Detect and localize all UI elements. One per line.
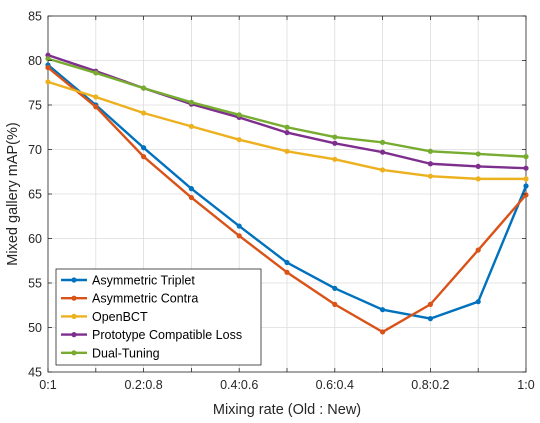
legend: Asymmetric Triplet Asymmetric Contra OpenB… [55,268,262,366]
legend-marker [71,332,77,338]
x-tick-label: 0.6:0.4 [316,378,354,392]
data-point [141,154,147,160]
y-tick-label: 65 [28,188,42,202]
y-tick-label: 80 [28,54,42,68]
series-asymmetric-triplet [45,62,529,322]
data-point [427,148,433,154]
data-point [523,154,529,160]
legend-marker [71,313,77,319]
legend-entry: Prototype Compatible Loss [61,328,242,342]
data-point [523,183,529,189]
data-point [380,329,386,335]
legend-label: Asymmetric Triplet [92,274,195,288]
y-tick-label: 55 [28,277,42,291]
data-point [188,186,194,192]
data-point [332,156,338,162]
legend-items: Asymmetric Triplet Asymmetric Contra OpenB… [61,274,242,360]
series-layer [45,52,529,335]
y-axis-label: Mixed gallery mAP(%) [5,122,21,265]
legend-entry: Asymmetric Contra [61,292,198,306]
data-point [284,148,290,154]
data-point [188,194,194,201]
x-tick-label: 0.2:0.8 [124,378,162,392]
legend-marker [71,277,77,283]
legend-entry: Asymmetric Triplet [61,274,195,288]
data-point [45,65,51,71]
data-point [380,139,386,145]
data-point [427,316,433,322]
legend-label: Asymmetric Contra [92,292,198,306]
data-point [236,233,242,239]
series-openbct [45,79,529,182]
data-point [427,301,433,307]
data-point [332,301,338,307]
data-point [523,165,529,171]
data-point [332,134,338,140]
legend-entry: Dual-Tuning [61,346,160,360]
data-point [141,145,147,151]
data-point [93,94,99,100]
legend-label: Prototype Compatible Loss [92,328,242,342]
data-point [523,192,529,198]
data-point [236,223,242,229]
data-point [188,99,194,105]
x-tick-label: 0.8:0.2 [411,378,449,392]
legend-entry: OpenBCT [61,310,148,324]
data-point [427,173,433,179]
y-tick-label: 70 [28,143,42,157]
y-tick-label: 60 [28,232,42,246]
data-point [284,269,290,275]
data-point [284,124,290,130]
data-point [332,285,338,291]
data-point [284,129,290,136]
legend-marker [71,295,77,301]
data-point [380,307,386,313]
data-point [475,151,481,157]
data-point [475,299,481,305]
data-point [380,149,386,155]
x-axis-ticks: 0:1 0.2:0.8 0.4:0.6 0.6:0.4 0.8:0.2 1:0 [39,16,535,392]
data-point [45,56,51,62]
legend-box [55,268,262,366]
data-point [141,85,147,91]
data-point [284,259,290,266]
data-point [380,167,386,173]
legend-label: OpenBCT [92,310,148,324]
y-tick-label: 50 [28,321,42,335]
data-point [141,110,147,116]
series-dual-tuning [45,56,529,160]
y-tick-label: 85 [28,10,42,24]
series-asymmetric-contra [45,65,529,335]
legend-marker [71,350,77,356]
x-tick-label: 1:0 [517,378,534,392]
x-tick-label: 0:1 [39,378,56,392]
data-point [523,176,529,182]
y-tick-label: 45 [28,366,42,380]
data-point [45,79,51,85]
y-axis-ticks: 45 50 55 60 65 70 75 80 85 [28,10,526,380]
data-point [332,140,338,146]
x-tick-label: 0.4:0.6 [220,378,258,392]
x-axis-label: Mixing rate (Old : New) [213,402,361,418]
data-point [188,123,194,129]
data-point [475,247,481,253]
data-point [93,104,99,110]
data-point [236,137,242,143]
data-point [475,163,481,170]
legend-label: Dual-Tuning [92,346,160,360]
data-point [475,176,481,182]
data-point [427,161,433,167]
data-point [45,52,51,58]
y-tick-label: 75 [28,99,42,113]
data-point [236,112,242,118]
data-point [93,70,99,76]
